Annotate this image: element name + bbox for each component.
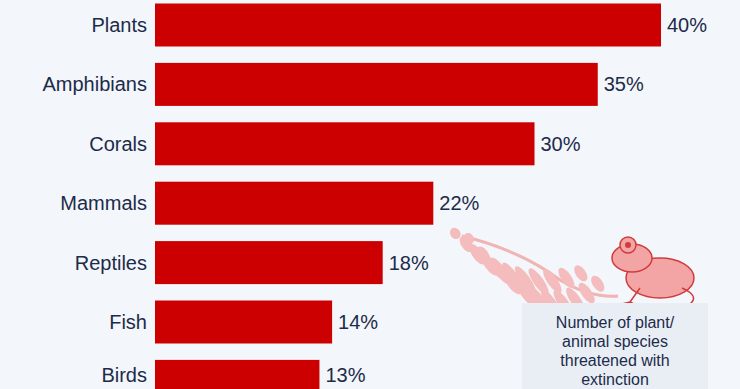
fern-leaf: [588, 273, 607, 294]
frog-leg: [676, 288, 694, 304]
category-label: Reptiles: [75, 252, 147, 274]
annotation: Number of plant/ animal species threaten…: [522, 303, 708, 389]
category-label: Birds: [101, 364, 147, 386]
data-label: 35%: [604, 73, 644, 95]
data-label: 30%: [541, 133, 581, 155]
frog-pupil: [625, 242, 631, 248]
data-label: 13%: [325, 364, 365, 386]
category-label: Plants: [91, 14, 147, 36]
bar: [155, 182, 433, 225]
fern-leaf: [555, 265, 577, 290]
category-label: Amphibians: [42, 73, 147, 95]
category-label: Fish: [109, 311, 147, 333]
category-label: Corals: [89, 133, 147, 155]
fern-leaf: [571, 263, 590, 284]
bar: [155, 241, 383, 284]
category-label: Mammals: [60, 192, 147, 214]
bar: [155, 63, 598, 106]
data-label: 22%: [439, 192, 479, 214]
data-label: 40%: [667, 14, 707, 36]
data-label: 18%: [389, 252, 429, 274]
bar: [155, 360, 319, 389]
bar: [155, 301, 332, 344]
frog-icon: [612, 237, 694, 305]
page: {"chart_data": {"type": "bar", "orientat…: [0, 0, 740, 389]
bar: [155, 4, 661, 47]
data-label: 14%: [338, 311, 378, 333]
bar: [155, 122, 535, 165]
frog-eye: [620, 237, 636, 253]
